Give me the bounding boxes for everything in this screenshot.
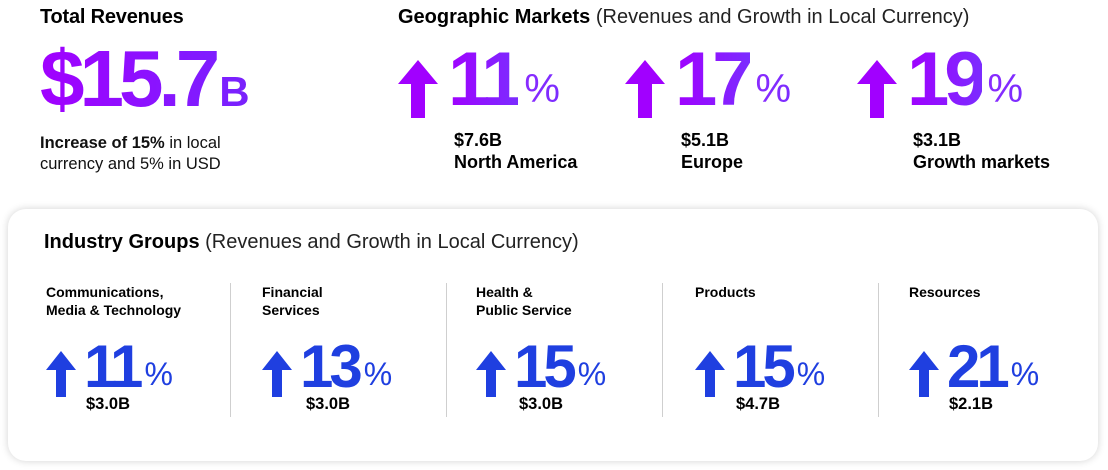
- geo-item-europe: 17 % $5.1B Europe: [625, 42, 825, 173]
- industry-label-line1: Financial: [262, 284, 323, 300]
- industry-label-line1: Health &: [476, 284, 533, 300]
- industry-growth-percent: %: [144, 356, 173, 392]
- industry-item-health: Health & Public Service 15 % $3.0B: [446, 283, 647, 417]
- industry-label-line1: Communications,: [46, 284, 164, 300]
- ind-title-main: Industry Groups: [44, 231, 200, 253]
- total-revenues-title: Total Revenues: [40, 6, 184, 28]
- geo-growth-value: 19: [907, 37, 987, 122]
- total-amount-value: $15.7: [40, 34, 216, 123]
- up-arrow-icon: [262, 351, 292, 397]
- geo-growth-percent: %: [987, 67, 1024, 111]
- geo-amount: $3.1B: [913, 130, 962, 150]
- total-revenues-amount: $15.7B: [40, 39, 360, 119]
- geo-growth-percent: %: [755, 67, 792, 111]
- geo-item-growth-markets: 19 % $3.1B Growth markets: [857, 42, 1057, 173]
- industry-amount: $2.1B: [949, 395, 994, 413]
- industry-label: Communications, Media & Technology: [46, 283, 181, 319]
- industry-growth-value: 15: [514, 333, 577, 400]
- industry-growth-percent: %: [796, 356, 826, 392]
- up-arrow-icon: [476, 351, 506, 397]
- up-arrow-icon: [909, 351, 939, 397]
- industry-label: Products: [695, 283, 756, 301]
- up-arrow-icon: [398, 60, 438, 118]
- industry-growth-value: 11: [84, 333, 143, 400]
- geo-region: Growth markets: [913, 152, 1051, 172]
- industry-growth-percent: %: [363, 356, 393, 392]
- geo-growth-value: 17: [675, 37, 755, 122]
- industry-item-financial: Financial Services 13 % $3.0B: [230, 283, 462, 417]
- up-arrow-icon: [695, 351, 725, 397]
- industry-label-line1: Resources: [909, 284, 981, 300]
- total-amount-unit: B: [219, 68, 250, 115]
- geo-amount: $7.6B: [454, 130, 503, 150]
- up-arrow-icon: [857, 60, 897, 118]
- industry-groups-title: Industry Groups (Revenues and Growth in …: [44, 231, 579, 254]
- industry-label-line2: Media & Technology: [46, 302, 182, 318]
- industry-item-products: Products 15 % $4.7B: [662, 283, 863, 417]
- industry-groups-card: Industry Groups (Revenues and Growth in …: [8, 209, 1098, 461]
- industry-amount: $3.0B: [306, 395, 351, 413]
- industry-item-resources: Resources 21 % $2.1B: [878, 283, 1079, 417]
- total-desc-rest: in local currency and 5% in USD: [40, 134, 221, 173]
- geo-title-sub: (Revenues and Growth in Local Currency): [590, 6, 970, 28]
- industry-label: Financial Services: [262, 283, 323, 319]
- industry-growth-percent: %: [577, 356, 607, 392]
- industry-item-communications: Communications, Media & Technology 11 % $…: [46, 283, 246, 417]
- total-desc-bold: Increase of 15%: [40, 134, 165, 152]
- up-arrow-icon: [625, 60, 665, 118]
- geographic-markets-title: Geographic Markets (Revenues and Growth …: [398, 6, 969, 29]
- geo-growth-value: 11: [448, 37, 523, 122]
- industry-growth-percent: %: [1010, 356, 1040, 392]
- industry-growth-value: 13: [300, 333, 363, 400]
- total-revenues-section: Total Revenues $15.7B Increase of 15% in…: [40, 6, 360, 175]
- industry-amount: $3.0B: [519, 395, 564, 413]
- geo-item-north-america: 11 % $7.6B North America: [398, 42, 598, 173]
- ind-title-sub: (Revenues and Growth in Local Currency): [199, 231, 579, 253]
- industry-label: Health & Public Service: [476, 283, 572, 319]
- industry-label-line1: Products: [695, 284, 756, 300]
- industry-label-line2: Services: [262, 302, 320, 318]
- industry-growth-value: 15: [733, 333, 796, 400]
- industry-growth-value: 21: [947, 333, 1010, 400]
- industry-label-line2: Public Service: [476, 302, 572, 318]
- geo-amount: $5.1B: [681, 130, 730, 150]
- geo-region: Europe: [681, 152, 744, 172]
- geo-growth-percent: %: [524, 67, 560, 111]
- up-arrow-icon: [46, 351, 76, 397]
- geo-title-main: Geographic Markets: [398, 6, 591, 28]
- industry-amount: $4.7B: [736, 395, 781, 413]
- geo-region: North America: [454, 152, 578, 172]
- total-revenues-description: Increase of 15% in local currency and 5%…: [40, 133, 270, 175]
- industry-amount: $3.0B: [86, 395, 131, 413]
- industry-label: Resources: [909, 283, 981, 301]
